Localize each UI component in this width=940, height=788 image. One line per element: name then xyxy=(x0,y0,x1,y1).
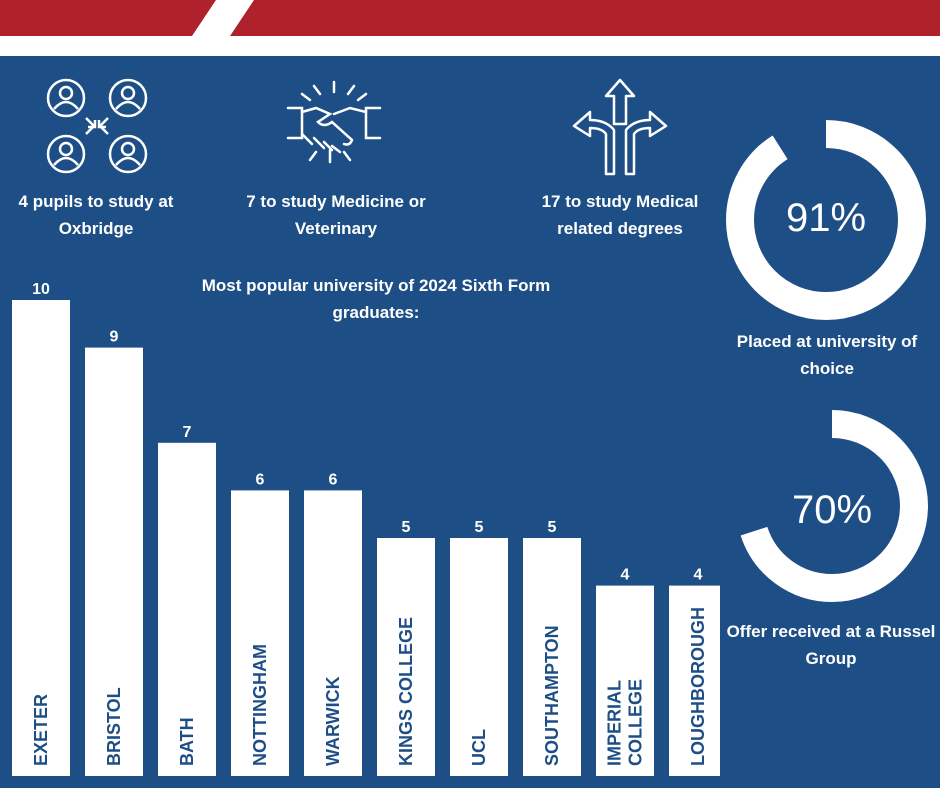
category-label-bristol: BRISTOL xyxy=(104,687,124,766)
category-label-loughborough: LOUGHBOROUGH xyxy=(688,607,708,766)
bar-kings-college xyxy=(377,538,435,776)
value-label-exeter: 10 xyxy=(32,281,50,298)
handshake-icon xyxy=(286,80,382,164)
value-label-imperial-college: 4 xyxy=(621,567,630,584)
bar-southampton xyxy=(523,538,581,776)
medical-degrees-stat: 17 to study Medical related degrees xyxy=(541,192,699,238)
bar-nottingham xyxy=(231,490,289,776)
gauge-91-value: 91% xyxy=(785,196,867,240)
value-label-southampton: 5 xyxy=(548,519,557,536)
gauge-70-value: 70% xyxy=(791,488,873,532)
value-label-nottingham: 6 xyxy=(256,471,265,488)
bar-bristol xyxy=(85,347,143,776)
value-label-bath: 7 xyxy=(183,424,192,441)
chart-title: Most popular university of 2024 Sixth Fo… xyxy=(201,276,551,322)
value-label-bristol: 9 xyxy=(110,329,119,346)
top-red-stripe xyxy=(0,0,940,36)
gauge-70-caption: Offer received at a Russel Group xyxy=(726,622,936,668)
bar-bath xyxy=(158,442,216,776)
oxbridge-stat: 4 pupils to study at Oxbridge xyxy=(18,192,174,238)
bar-exeter xyxy=(12,300,70,776)
diverging-arrows-icon xyxy=(572,78,668,176)
category-label-southampton: SOUTHAMPTON xyxy=(542,625,562,766)
category-label-kings-college: KINGS COLLEGE xyxy=(396,617,416,766)
bar-imperial-college xyxy=(596,585,654,776)
gauge-91 xyxy=(726,120,926,320)
category-label-exeter: EXETER xyxy=(31,694,51,766)
category-label-warwick: WARWICK xyxy=(323,676,343,766)
medicine-stat: 7 to study Medicine or Veterinary xyxy=(246,192,426,238)
value-label-ucl: 5 xyxy=(475,519,484,536)
category-label-ucl: UCL xyxy=(469,729,489,766)
gauge-91-caption: Placed at university of choice xyxy=(736,332,918,378)
bar-warwick xyxy=(304,490,362,776)
bar-loughborough xyxy=(669,585,720,776)
value-label-warwick: 6 xyxy=(329,471,338,488)
bar-chart: 10 EXETER 9 BRISTOL 7 BATH 6 NOTTINGHAM 6 WARWICK… xyxy=(12,281,720,776)
category-label-imperial-college: IMPERIALCOLLEGE xyxy=(605,679,646,766)
category-label-bath: BATH xyxy=(177,717,197,766)
category-label-nottingham: NOTTINGHAM xyxy=(250,644,270,766)
value-label-kings-college: 5 xyxy=(402,519,411,536)
people-network-icon xyxy=(46,78,148,174)
value-label-loughborough: 4 xyxy=(694,567,703,584)
bar-ucl xyxy=(450,538,508,776)
gauge-70 xyxy=(736,410,928,602)
